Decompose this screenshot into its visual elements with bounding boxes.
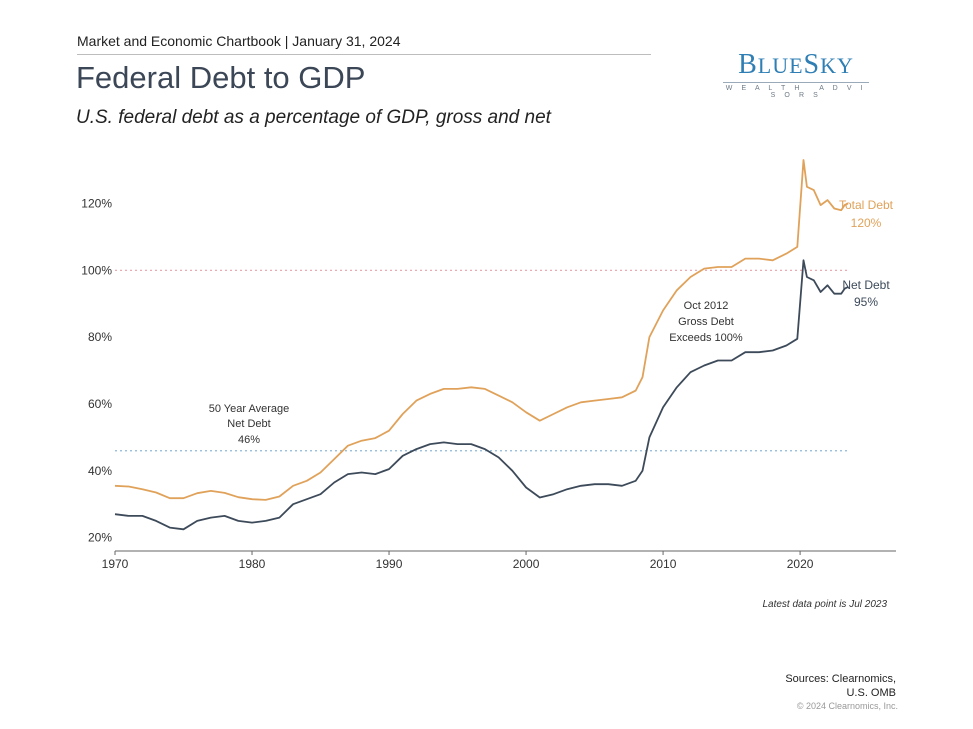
- x-tick-label: 1980: [239, 557, 266, 571]
- sources: Sources: Clearnomics, U.S. OMB: [700, 672, 896, 700]
- y-tick-label: 60%: [88, 397, 112, 411]
- net-debt-label: Net Debt: [842, 278, 890, 292]
- logo-tagline: W E A L T H A D V I S O R S: [725, 85, 867, 99]
- logo-wordmark: BLUESKY: [738, 49, 854, 80]
- x-tick-label: 2020: [787, 557, 814, 571]
- y-tick-label: 40%: [88, 464, 112, 478]
- copyright: © 2024 Clearnomics, Inc.: [796, 701, 898, 711]
- y-tick-label: 20%: [88, 531, 112, 545]
- oct2012-annotation-line2: Gross Debt: [678, 316, 734, 328]
- oct2012-annotation-line1: Oct 2012: [684, 300, 729, 312]
- total-debt-value: 120%: [851, 216, 882, 230]
- chartbook-label: Market and Economic Chartbook | January …: [77, 33, 401, 49]
- sources-line2: U.S. OMB: [846, 687, 896, 699]
- x-tick-label: 2010: [650, 557, 677, 571]
- y-tick-label: 120%: [81, 196, 112, 210]
- average-annotation-line2: Net Debt: [227, 418, 270, 430]
- average-annotation-line1: 50 Year Average: [209, 403, 290, 415]
- total-debt-line: [114, 159, 849, 501]
- x-tick-label: 1970: [102, 557, 129, 571]
- total-debt-label: Total Debt: [839, 198, 894, 212]
- x-tick-label: 2000: [513, 557, 540, 571]
- header-divider: [77, 54, 651, 55]
- y-tick-label: 80%: [88, 330, 112, 344]
- y-axis-tick-labels: 20% 40% 60% 80% 100% 120%: [81, 196, 112, 544]
- sources-line1: Sources: Clearnomics,: [785, 673, 896, 685]
- x-tick-label: 1990: [376, 557, 403, 571]
- x-axis-tick-labels: 1970 1980 1990 2000 2010 2020: [102, 551, 814, 571]
- reference-lines: [115, 269, 849, 452]
- net-debt-line: [114, 259, 849, 531]
- latest-data-note: Latest data point is Jul 2023: [762, 599, 887, 610]
- oct2012-annotation-line3: Exceeds 100%: [669, 332, 743, 344]
- y-tick-label: 100%: [81, 263, 112, 277]
- page-title: Federal Debt to GDP: [76, 60, 366, 95]
- net-debt-value: 95%: [854, 295, 878, 309]
- series-lines: [114, 159, 849, 531]
- page-subtitle: U.S. federal debt as a percentage of GDP…: [76, 107, 551, 128]
- bluesky-logo: BLUESKY W E A L T H A D V I S O R S: [722, 50, 870, 99]
- logo-divider: [723, 82, 869, 83]
- average-annotation-line3: 46%: [238, 434, 260, 446]
